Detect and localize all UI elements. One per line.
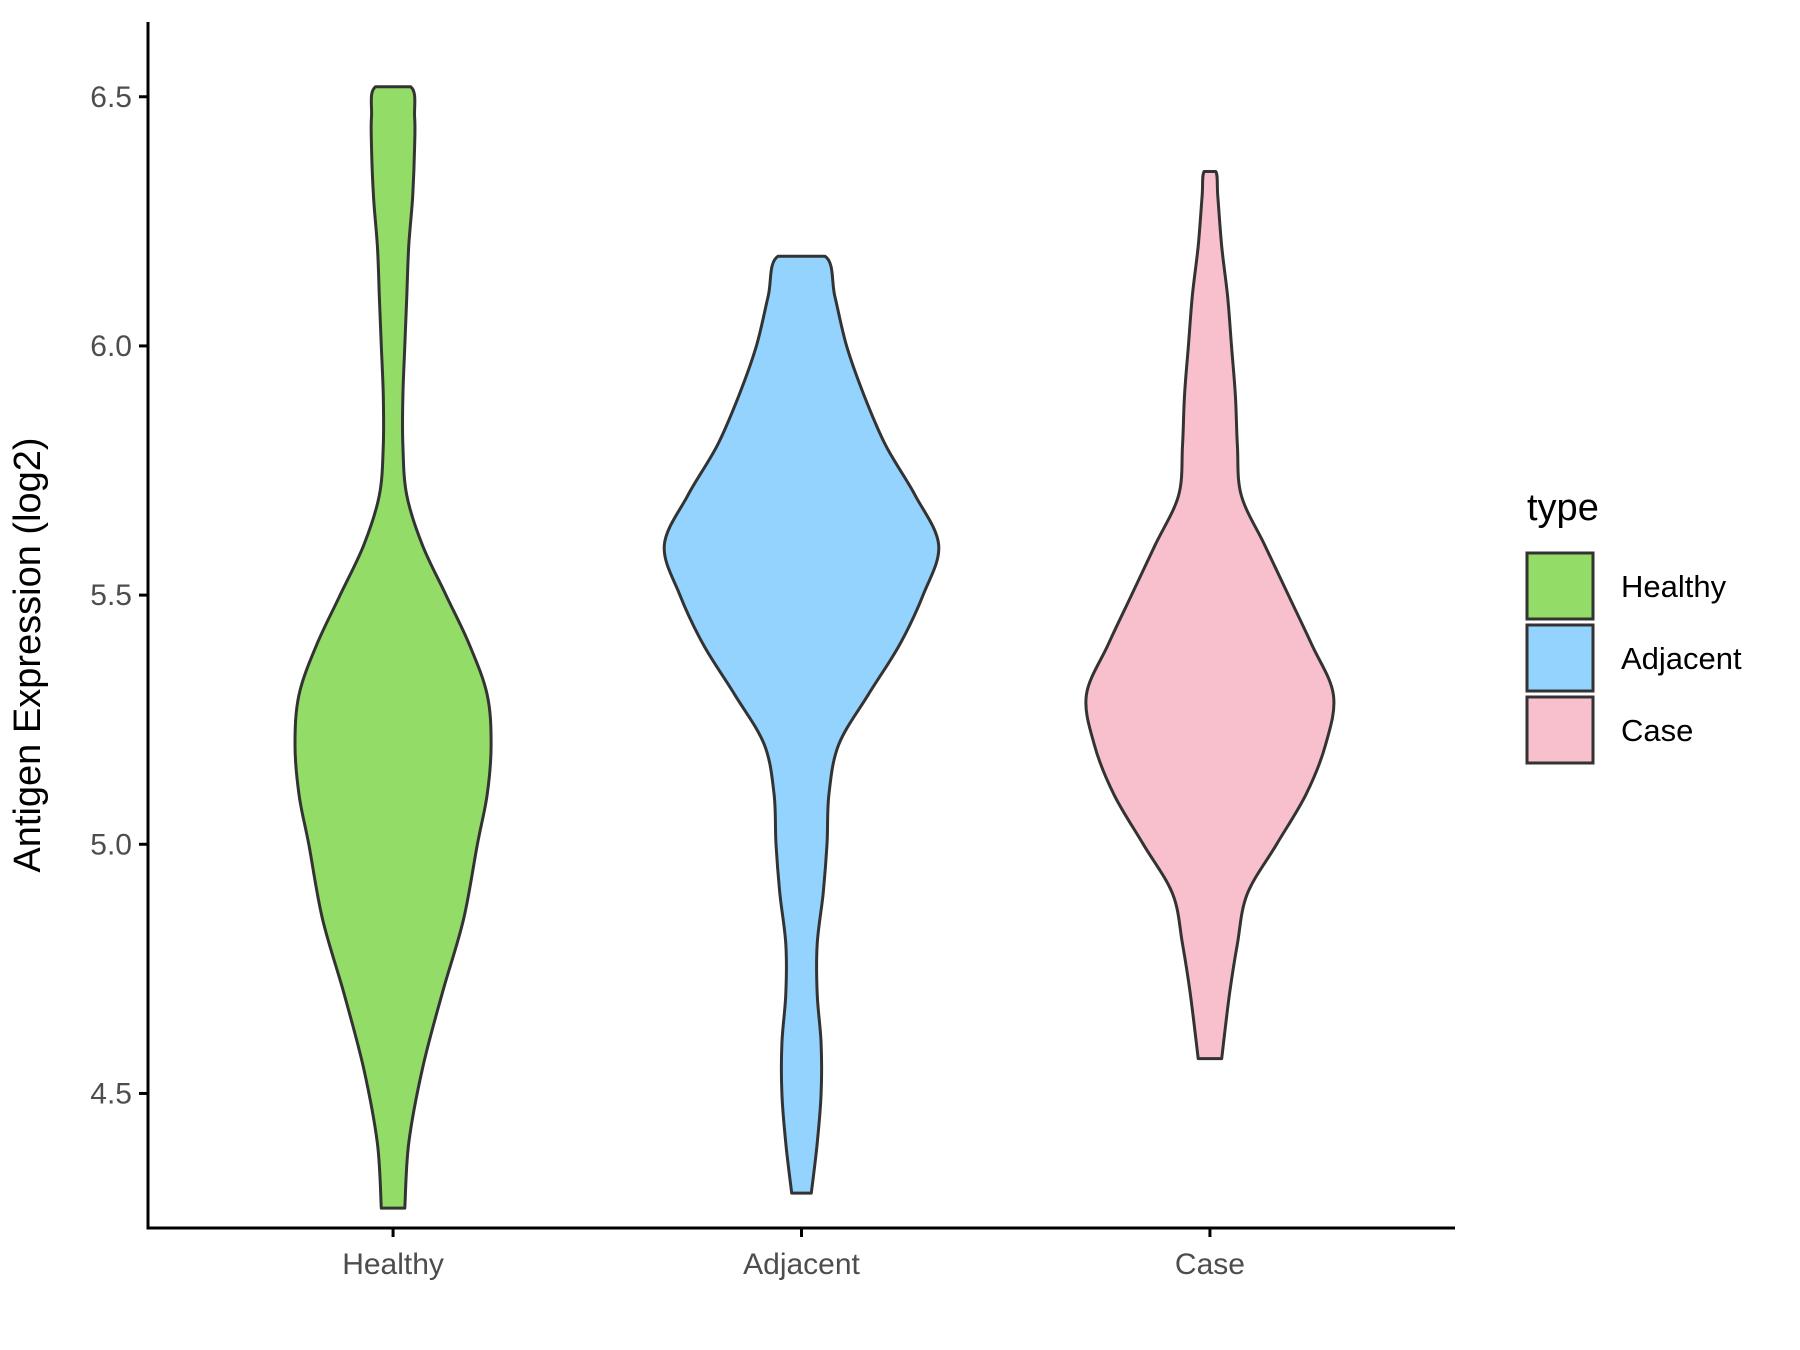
violin-case (1084, 170, 1336, 1061)
legend-title: type (1527, 487, 1599, 529)
y-axis-ticks: 4.5 5.0 5.5 6.0 6.5 (90, 81, 148, 1110)
violin-adjacent (662, 254, 941, 1195)
legend-swatch-case (1525, 695, 1595, 765)
legend-swatch-adjacent (1525, 623, 1595, 693)
legend-swatch-healthy (1525, 551, 1595, 621)
violin-healthy (293, 85, 493, 1210)
x-tick-label: Healthy (342, 1248, 444, 1281)
x-tick-label: Case (1175, 1248, 1245, 1281)
legend-label-healthy: Healthy (1621, 569, 1727, 604)
y-tick-label: 5.0 (90, 828, 132, 861)
legend-label-adjacent: Adjacent (1621, 641, 1742, 676)
legend-label-case: Case (1621, 713, 1693, 748)
y-tick-label: 6.5 (90, 81, 132, 114)
x-tick-label: Adjacent (743, 1248, 860, 1281)
y-tick-label: 4.5 (90, 1077, 132, 1110)
y-tick-label: 5.5 (90, 579, 132, 612)
legend: type Healthy Adjacent Case (1525, 487, 1742, 765)
x-axis-ticks: Healthy Adjacent Case (342, 1228, 1245, 1281)
y-tick-label: 6.0 (90, 330, 132, 363)
violins-group (293, 85, 1336, 1210)
y-axis-title: Antigen Expression (log2) (7, 437, 49, 872)
